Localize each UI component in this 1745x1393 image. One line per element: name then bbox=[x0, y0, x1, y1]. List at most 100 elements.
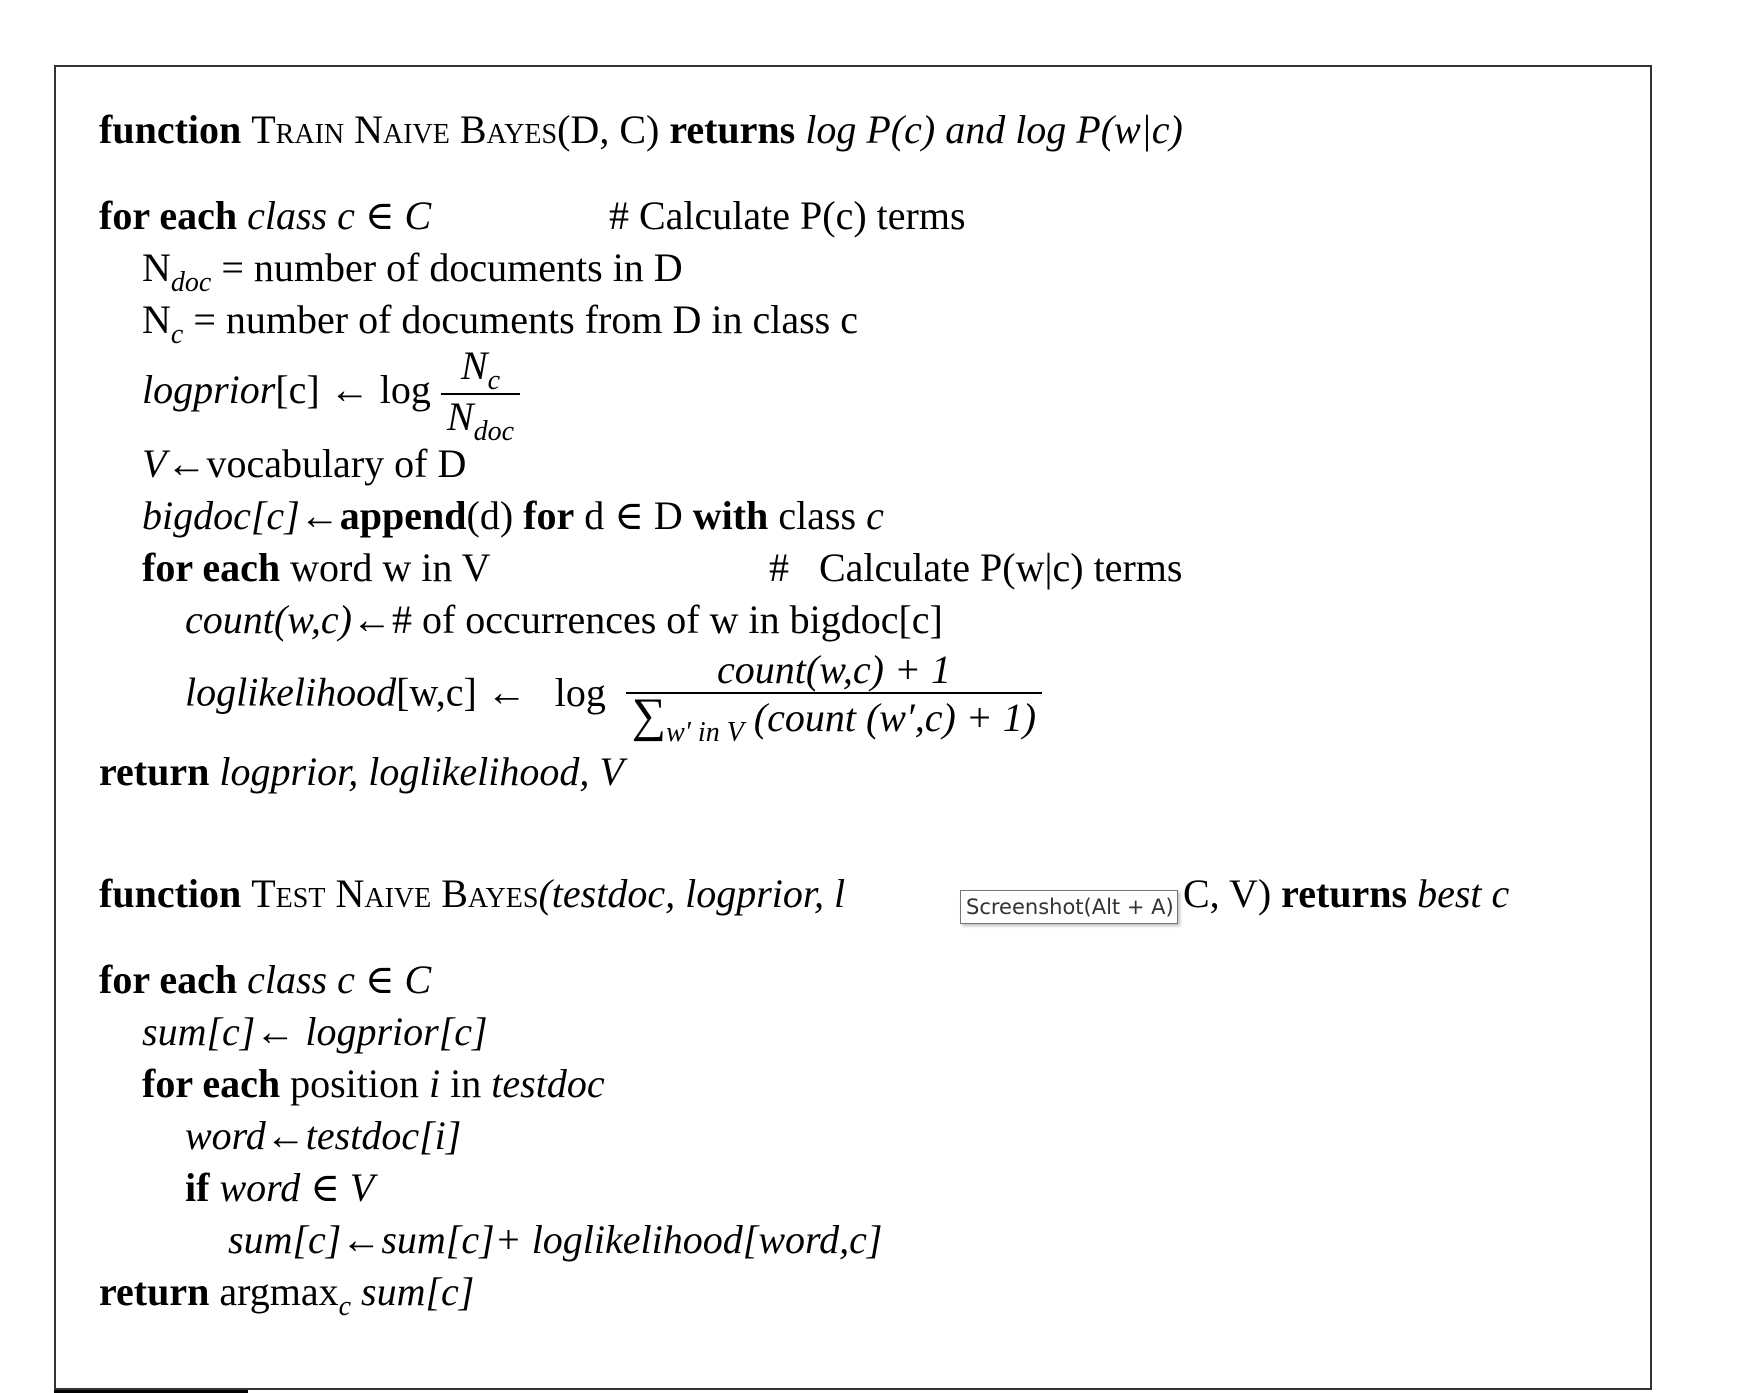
keyword-for: for bbox=[523, 493, 575, 538]
for-word-text: word w in V bbox=[290, 545, 491, 590]
frac-den-var: N bbox=[446, 394, 474, 439]
log-operator: log bbox=[554, 669, 606, 715]
assign-arrow: ← bbox=[166, 441, 207, 486]
if-condition: word ∈ V bbox=[219, 1165, 375, 1210]
sum-subscript: w′ in V bbox=[666, 717, 744, 748]
assign-arrow: ← bbox=[341, 1217, 382, 1262]
ndoc-line: Ndoc = number of documents in D bbox=[142, 244, 683, 298]
test-header: function Test Naive Bayes(testdoc, logpr… bbox=[99, 870, 845, 918]
assign-arrow: ← bbox=[265, 1113, 306, 1158]
train-header: function Train Naive Bayes(D, C) returns… bbox=[99, 106, 1183, 154]
sum-rhs: sum[c]+ bbox=[381, 1217, 522, 1262]
sum-lhs: sum[c] bbox=[142, 1009, 256, 1054]
bigdoc-class-text: class bbox=[778, 493, 857, 538]
sum-init-rhs: logprior[c] bbox=[305, 1009, 488, 1054]
loglik-numerator: count(w,c) + 1 bbox=[717, 647, 951, 692]
assign-arrow: ← bbox=[486, 669, 527, 715]
ndoc-text: = number of documents in D bbox=[221, 245, 683, 290]
loglik-denominator: (count (w′,c) + 1) bbox=[753, 695, 1037, 740]
test-return-line: return argmaxc sum[c] bbox=[99, 1268, 475, 1322]
sum-lhs: sum[c] bbox=[228, 1217, 342, 1262]
append-fn: append bbox=[339, 493, 467, 538]
test-return-desc: best c bbox=[1417, 871, 1510, 916]
logprior-lhs: logprior bbox=[142, 367, 276, 413]
in-text: in bbox=[450, 1061, 482, 1106]
count-line: count(w,c)←# of occurrences of w in bigd… bbox=[185, 596, 943, 644]
bigdoc-in-d: d ∈ D bbox=[584, 493, 683, 538]
test-header-end: C, V) returns best c bbox=[1183, 870, 1509, 918]
loglikelihood-fraction: count(w,c) + 1 ∑w′ in V (count (w′,c) + … bbox=[625, 647, 1043, 748]
nc-var: N bbox=[142, 297, 171, 342]
test-args-start: (testdoc, logprior, l bbox=[538, 871, 846, 916]
for-class-text: class c ∈ C bbox=[247, 193, 432, 238]
for-word-line: for each word w in V # Calculate P(w|c) … bbox=[142, 544, 1182, 592]
loglikelihood-term: loglikelihood[word,c] bbox=[531, 1217, 883, 1262]
test-function-name: Test Naive Bayes bbox=[251, 871, 539, 916]
frac-den-sub: doc bbox=[473, 416, 515, 447]
assign-arrow: ← bbox=[299, 493, 340, 538]
keyword-for-each: for each bbox=[142, 1061, 281, 1106]
ndoc-var: N bbox=[142, 245, 171, 290]
comment-calc-pc: # Calculate P(c) terms bbox=[609, 193, 966, 238]
train-args: (D, C) bbox=[557, 107, 660, 152]
assign-arrow: ← bbox=[351, 597, 392, 642]
algorithm-box bbox=[54, 65, 1652, 1390]
train-function-name: Train Naive Bayes bbox=[251, 107, 558, 152]
train-return-values: logprior, loglikelihood, V bbox=[219, 749, 624, 794]
position-text: position bbox=[290, 1061, 420, 1106]
train-for-class-line: for each class c ∈ C # Calculate P(c) te… bbox=[99, 192, 966, 240]
position-var: i bbox=[429, 1061, 441, 1106]
keyword-return: return bbox=[99, 749, 210, 794]
bigdoc-lhs: bigdoc[c] bbox=[142, 493, 300, 538]
if-line: if word ∈ V bbox=[185, 1164, 374, 1212]
count-text: # of occurrences of w in bigdoc[c] bbox=[391, 597, 943, 642]
argmax-fn: argmax bbox=[219, 1269, 339, 1314]
assign-arrow: ← bbox=[255, 1009, 296, 1054]
keyword-return: return bbox=[99, 1269, 210, 1314]
vocab-var: V bbox=[142, 441, 167, 486]
logprior-index: [c] bbox=[275, 367, 320, 413]
bigdoc-line: bigdoc[c]←append(d) for d ∈ D with class… bbox=[142, 492, 884, 540]
keyword-if: if bbox=[185, 1165, 210, 1210]
loglikelihood-line: loglikelihood[w,c] ← log count(w,c) + 1 … bbox=[185, 647, 1043, 748]
loglikelihood-lhs: loglikelihood bbox=[185, 669, 397, 715]
keyword-for-each: for each bbox=[99, 957, 238, 1002]
keyword-returns: returns bbox=[669, 107, 796, 152]
keyword-for-each: for each bbox=[99, 193, 238, 238]
assign-arrow: ← bbox=[329, 367, 370, 413]
sum-init-line: sum[c]← logprior[c] bbox=[142, 1008, 488, 1056]
loglikelihood-index: [w,c] bbox=[396, 669, 477, 715]
for-position-line: for each position i in testdoc bbox=[142, 1060, 605, 1108]
keyword-with: with bbox=[692, 493, 769, 538]
append-arg: (d) bbox=[466, 493, 514, 538]
nc-text: = number of documents from D in class c bbox=[193, 297, 858, 342]
train-return-desc: log P(c) and log P(w|c) bbox=[805, 107, 1183, 152]
vocab-line: V←vocabulary of D bbox=[142, 440, 466, 488]
test-return-value: sum[c] bbox=[361, 1269, 475, 1314]
argmax-sub: c bbox=[338, 1291, 352, 1322]
nc-line: Nc = number of documents from D in class… bbox=[142, 296, 858, 350]
for-class-text: class c ∈ C bbox=[247, 957, 432, 1002]
test-args-end: C, V) bbox=[1183, 871, 1272, 916]
nc-sub: c bbox=[170, 319, 184, 350]
count-lhs: count(w,c) bbox=[185, 597, 352, 642]
ndoc-sub: doc bbox=[170, 267, 212, 298]
frac-num-sub: c bbox=[487, 365, 501, 396]
word-lhs: word bbox=[185, 1113, 266, 1158]
sum-symbol: ∑ bbox=[631, 689, 667, 742]
keyword-for-each: for each bbox=[142, 545, 281, 590]
screenshot-tooltip: Screenshot(Alt + A) bbox=[960, 890, 1178, 924]
sum-update-line: sum[c]←sum[c]+ loglikelihood[word,c] bbox=[228, 1216, 882, 1264]
frac-num-var: N bbox=[460, 343, 488, 388]
word-rhs: testdoc[i] bbox=[305, 1113, 462, 1158]
comment-calc-pwc: # Calculate P(w|c) terms bbox=[769, 545, 1183, 590]
train-return-line: return logprior, loglikelihood, V bbox=[99, 748, 624, 796]
bigdoc-class-var: c bbox=[866, 493, 884, 538]
keyword-returns: returns bbox=[1281, 871, 1408, 916]
keyword-function: function bbox=[99, 871, 242, 916]
testdoc-var: testdoc bbox=[491, 1061, 605, 1106]
word-line: word←testdoc[i] bbox=[185, 1112, 461, 1160]
test-for-class-line: for each class c ∈ C bbox=[99, 956, 431, 1004]
footnote-rule bbox=[54, 1390, 248, 1393]
vocab-text: vocabulary of D bbox=[206, 441, 467, 486]
